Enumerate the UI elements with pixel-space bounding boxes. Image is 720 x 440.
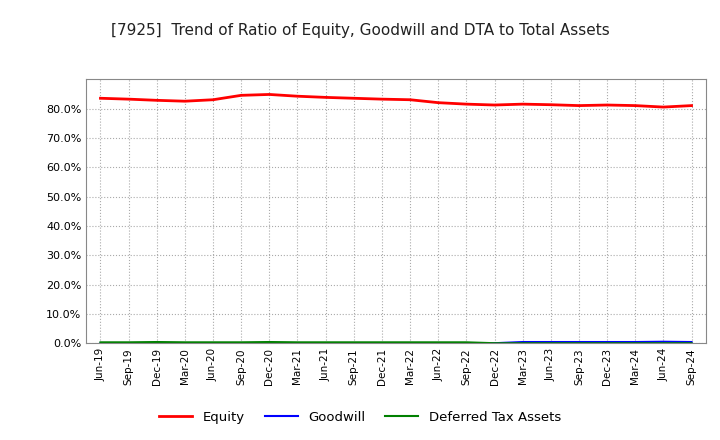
Goodwill (321, 341, 330, 346)
Equity (181, 99, 189, 104)
Goodwill (603, 339, 611, 345)
Deferred Tax Assets (265, 339, 274, 345)
Deferred Tax Assets (518, 341, 527, 346)
Deferred Tax Assets (237, 340, 246, 345)
Equity (377, 96, 386, 102)
Line: Goodwill: Goodwill (101, 342, 691, 343)
Goodwill (349, 341, 358, 346)
Goodwill (181, 341, 189, 346)
Equity (518, 102, 527, 107)
Line: Deferred Tax Assets: Deferred Tax Assets (101, 342, 691, 343)
Deferred Tax Assets (631, 341, 639, 346)
Equity (321, 95, 330, 100)
Goodwill (631, 339, 639, 345)
Equity (659, 104, 667, 110)
Deferred Tax Assets (321, 340, 330, 345)
Deferred Tax Assets (153, 339, 161, 345)
Deferred Tax Assets (490, 341, 499, 346)
Deferred Tax Assets (546, 341, 555, 346)
Equity (490, 103, 499, 108)
Equity (434, 100, 443, 105)
Equity (575, 103, 583, 108)
Goodwill (265, 341, 274, 346)
Goodwill (434, 341, 443, 346)
Equity (125, 96, 133, 102)
Deferred Tax Assets (687, 341, 696, 346)
Deferred Tax Assets (96, 340, 105, 345)
Deferred Tax Assets (181, 340, 189, 345)
Goodwill (209, 341, 217, 346)
Goodwill (406, 341, 415, 346)
Deferred Tax Assets (462, 340, 471, 345)
Goodwill (293, 341, 302, 346)
Goodwill (518, 339, 527, 345)
Equity (237, 93, 246, 98)
Equity (406, 97, 415, 103)
Deferred Tax Assets (209, 340, 217, 345)
Legend: Equity, Goodwill, Deferred Tax Assets: Equity, Goodwill, Deferred Tax Assets (154, 405, 566, 429)
Equity (265, 92, 274, 97)
Goodwill (575, 339, 583, 345)
Goodwill (659, 339, 667, 345)
Goodwill (237, 341, 246, 346)
Equity (209, 97, 217, 103)
Line: Equity: Equity (101, 95, 691, 107)
Deferred Tax Assets (575, 341, 583, 346)
Goodwill (462, 341, 471, 346)
Equity (603, 103, 611, 108)
Goodwill (377, 341, 386, 346)
Goodwill (125, 341, 133, 346)
Goodwill (153, 341, 161, 346)
Goodwill (687, 339, 696, 345)
Equity (631, 103, 639, 108)
Equity (462, 102, 471, 107)
Deferred Tax Assets (603, 341, 611, 346)
Equity (96, 95, 105, 101)
Equity (349, 95, 358, 101)
Equity (293, 94, 302, 99)
Goodwill (546, 339, 555, 345)
Deferred Tax Assets (406, 340, 415, 345)
Goodwill (490, 341, 499, 346)
Deferred Tax Assets (377, 340, 386, 345)
Deferred Tax Assets (125, 340, 133, 345)
Deferred Tax Assets (349, 340, 358, 345)
Equity (687, 103, 696, 108)
Equity (153, 98, 161, 103)
Deferred Tax Assets (293, 340, 302, 345)
Text: [7925]  Trend of Ratio of Equity, Goodwill and DTA to Total Assets: [7925] Trend of Ratio of Equity, Goodwil… (111, 23, 609, 38)
Equity (546, 102, 555, 107)
Goodwill (96, 341, 105, 346)
Deferred Tax Assets (434, 340, 443, 345)
Deferred Tax Assets (659, 341, 667, 346)
